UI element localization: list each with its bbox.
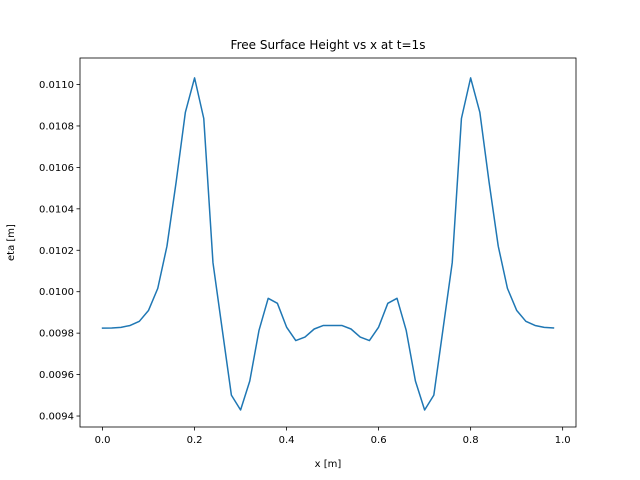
x-axis-ticks: 0.0 0.2 0.4 0.6 0.8 1.0 [95,427,571,446]
plot-lines [101,77,555,411]
x-tick-label: 1.0 [555,435,571,446]
y-tick-label: 0.0104 [39,204,74,215]
y-tick-label: 0.0106 [39,163,74,174]
x-tick-label: 0.2 [187,435,203,446]
x-axis-label: x [m] [315,459,342,470]
y-tick-label: 0.0094 [39,412,74,423]
y-tick-label: 0.0108 [39,121,74,132]
x-tick-label: 0.4 [279,435,295,446]
x-tick-label: 0.0 [95,435,111,446]
y-tick-label: 0.0102 [39,246,74,257]
y-axis-ticks: 0.0094 0.0096 0.0098 0.0100 0.0102 0.0104 0.01… [39,80,80,423]
plot-frame [79,57,577,428]
series-line [101,77,555,411]
y-tick-label: 0.0110 [39,80,74,91]
y-tick-label: 0.0100 [39,287,74,298]
y-axis-label: eta [m] [6,224,17,261]
chart-title: Free Surface Height vs x at t=1s [231,38,426,52]
y-tick-label: 0.0098 [39,329,74,340]
y-tick-label: 0.0096 [39,370,74,381]
x-tick-label: 0.6 [371,435,387,446]
x-tick-label: 0.8 [463,435,479,446]
